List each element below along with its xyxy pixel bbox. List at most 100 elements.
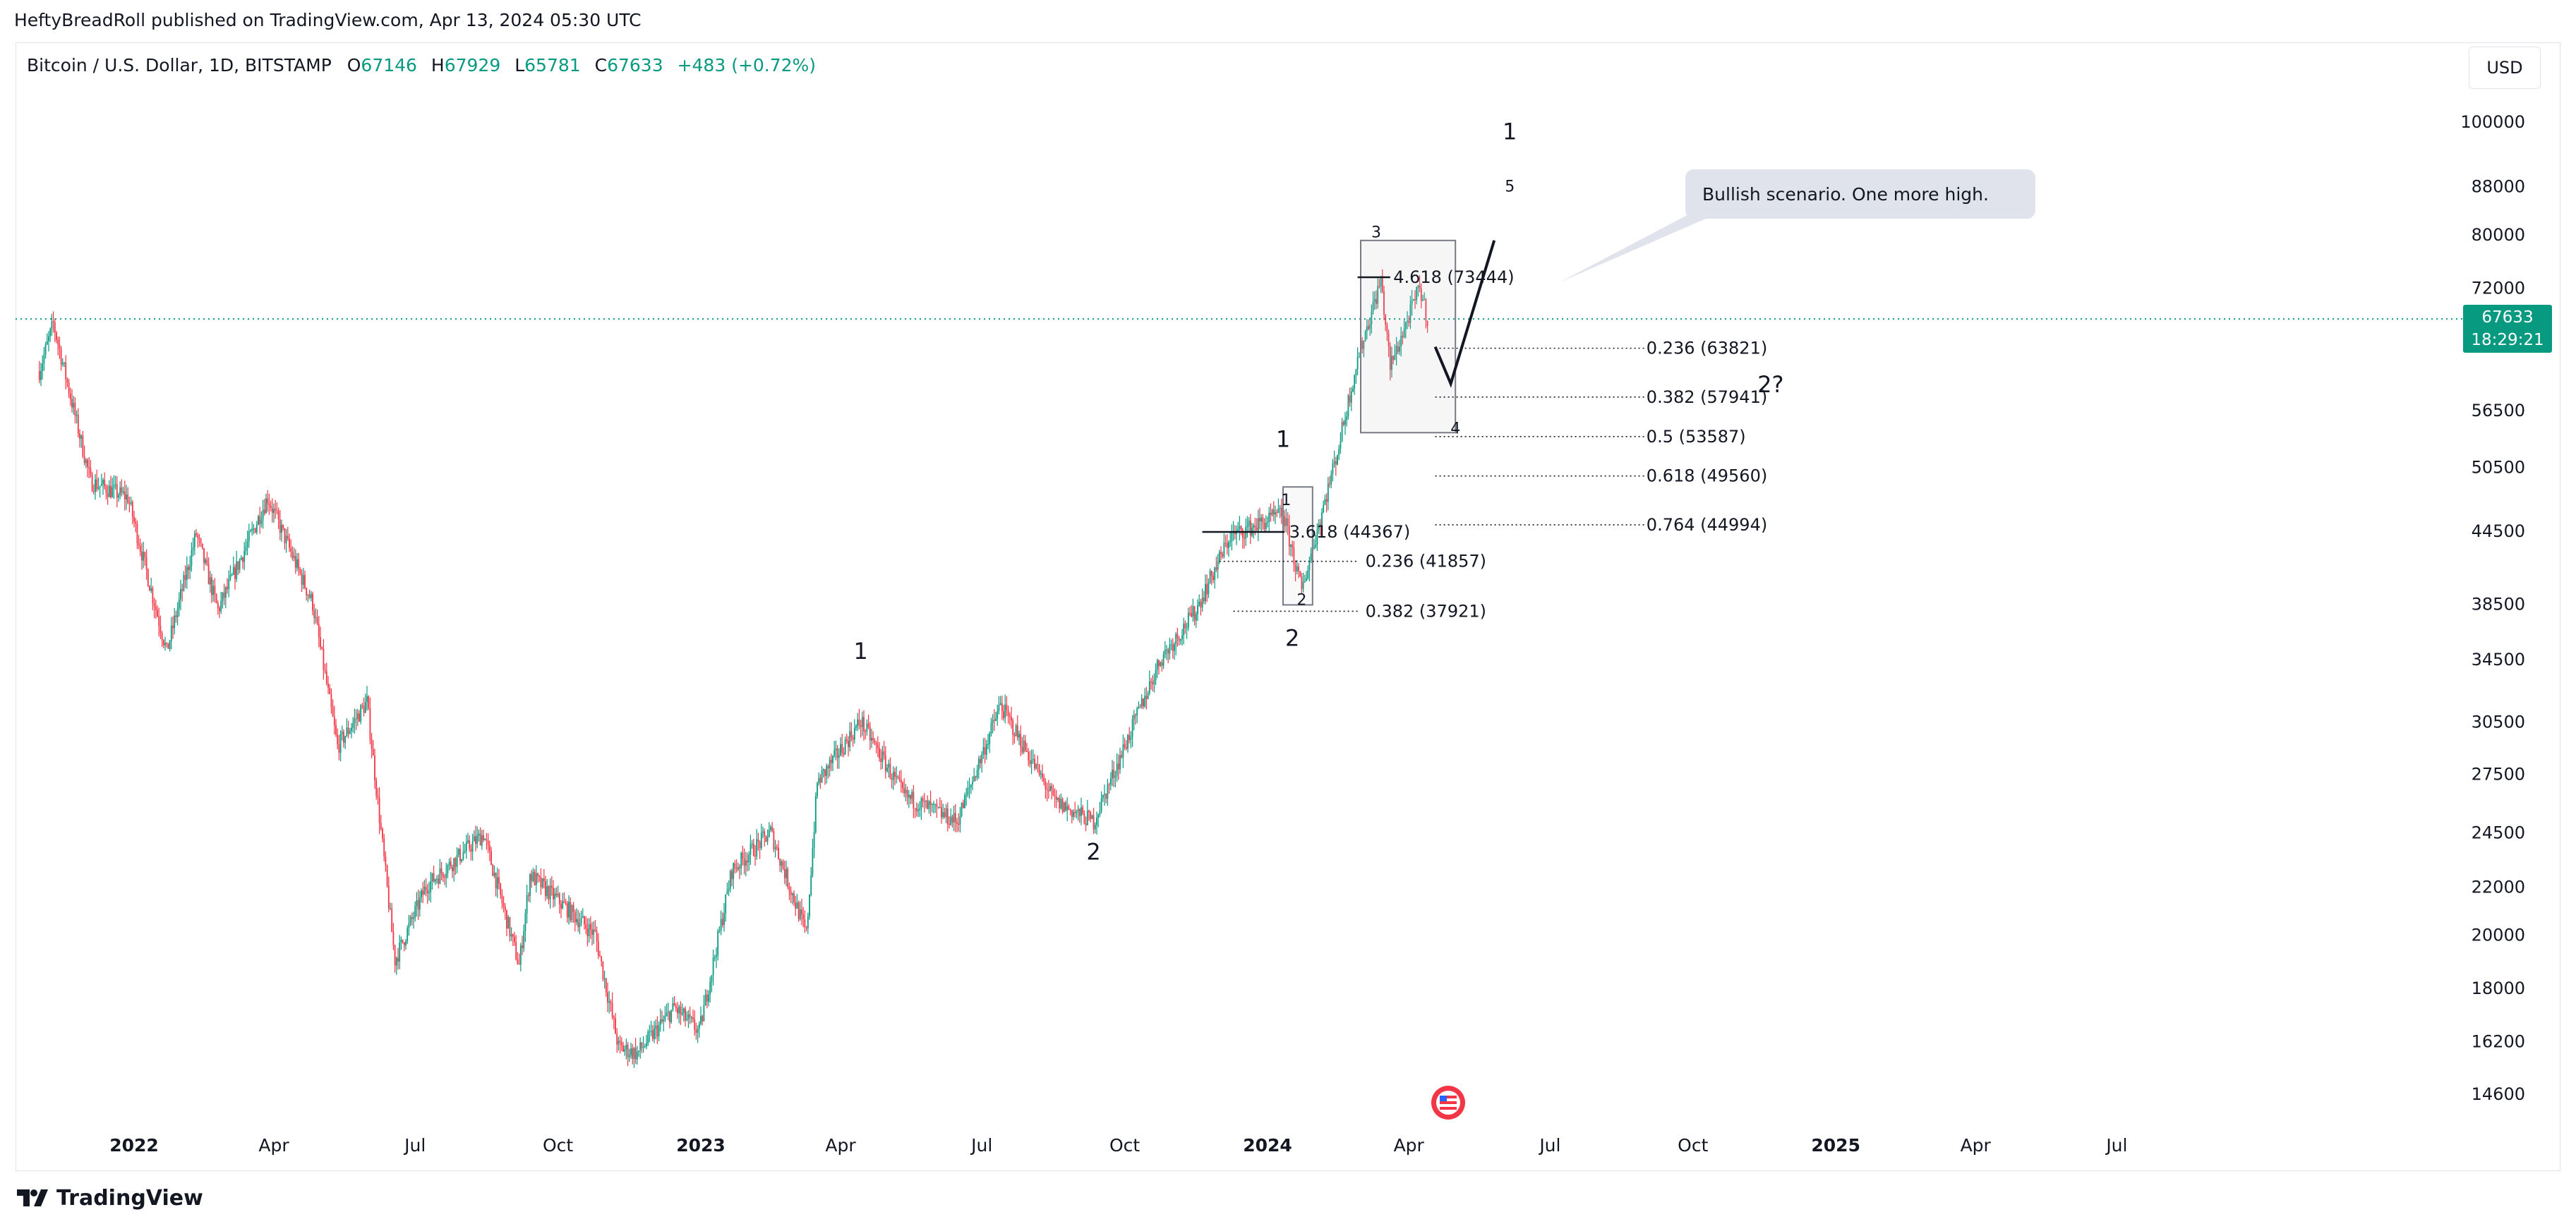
brand-footer[interactable]: TradingView [16,1181,203,1215]
candle-body [243,550,246,562]
candle-body [697,1028,699,1033]
candle-body [698,1023,700,1029]
candle-body [1378,286,1380,287]
candle-body [403,942,405,946]
candle-body [1152,681,1154,684]
candle-body [845,739,848,741]
chart-frame [16,42,2560,1171]
candle-body [620,1042,622,1046]
candle-body [496,877,498,889]
candle-body [1262,517,1264,523]
candle-body [1140,698,1143,707]
candle-body [712,957,714,976]
candle-body [953,813,955,823]
candle-body [717,931,719,956]
candle-body [833,750,836,756]
candle-body [1263,523,1265,530]
candle-body [560,904,562,909]
candle-body [523,931,525,949]
candle-body [752,843,754,856]
candle-body [201,543,203,549]
candle-body [1287,518,1289,526]
candle-body [1104,794,1105,795]
candle-body [757,839,759,842]
wave-label: 2 [1296,591,1306,609]
candle-body [1325,499,1328,502]
candle-body [287,535,289,539]
candle-body [265,498,267,514]
candle-body [312,593,313,611]
candle-body [315,617,317,618]
candle-body [158,616,160,626]
candle-body [1254,525,1256,528]
candle-body [506,910,507,929]
candle-body [1096,818,1097,825]
candle-body [229,574,231,579]
candle-body [426,890,428,894]
candle-body [1113,770,1115,778]
candle-body [1164,650,1166,655]
symbol-description[interactable]: Bitcoin / U.S. Dollar, 1D, BITSTAMP [27,55,332,75]
candle-body [762,831,764,833]
candle-body [383,838,385,856]
candle-body [318,624,320,638]
candle-body [1186,627,1188,629]
candle-body [779,859,781,866]
candle-body [364,701,366,713]
candle-body [1176,634,1179,638]
candle-body [1125,747,1127,749]
candle-body [105,486,107,494]
candle-body [1376,298,1377,304]
y-axis-tick-label: 34500 [2472,650,2525,669]
currency-button[interactable]: USD [2469,47,2541,89]
candle-body [1356,357,1359,370]
candle-body [110,485,112,497]
candle-body [526,895,528,914]
candle-body [1346,416,1348,420]
candle-body [1285,518,1287,526]
candle-body [888,763,890,768]
y-axis-tick-label: 22000 [2472,877,2525,897]
candle-body [1093,815,1095,830]
wave-label: 3 [1371,224,1381,241]
candle-body [1267,521,1268,523]
candle-body [786,868,787,878]
fib-level-label: 0.236 (63821) [1647,339,1767,358]
candle-body [898,778,901,780]
candle-body [302,575,304,585]
candle-body [615,1018,616,1034]
y-axis-tick-label: 14600 [2472,1084,2525,1104]
candle-body [747,860,748,863]
candle-body [79,433,80,439]
candle-body [993,720,995,721]
candle-body [1318,523,1320,531]
candle-body [1071,810,1073,817]
candle-body [121,487,123,493]
candle-body [1012,720,1014,735]
candle-body [605,978,607,993]
candle-body [87,459,88,467]
candle-body [355,718,357,720]
candle-body [1337,454,1338,465]
candle-body [338,744,340,753]
candle-body [745,860,747,866]
y-axis-tick-label: 20000 [2472,926,2525,945]
candle-body [1417,285,1419,288]
candle-body [1138,706,1140,708]
candle-body [1197,605,1198,614]
candle-body [206,559,208,564]
candle-body [1021,746,1023,753]
candle-body [1344,420,1346,425]
candle-body [708,994,709,1002]
candle-body [735,868,738,870]
wave-box-large [1360,239,1457,434]
candle-body [774,847,776,849]
candle-body [1130,737,1132,740]
candle-body [545,881,546,897]
candle-body [999,703,1001,705]
candle-body [781,861,783,866]
candle-body [152,588,154,603]
candle-body [915,808,917,811]
brand-name: TradingView [56,1185,203,1211]
